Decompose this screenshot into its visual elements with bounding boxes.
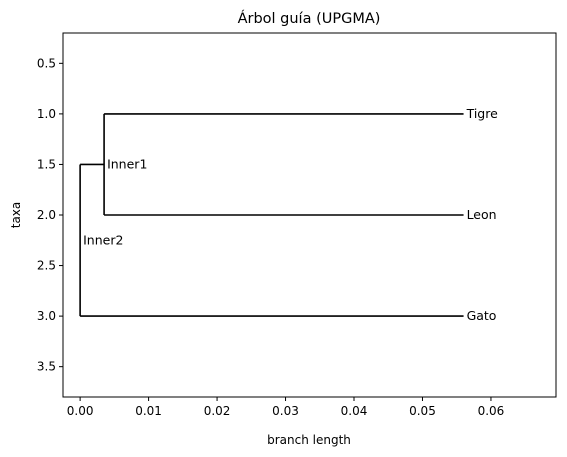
x-tick-label: 0.02 — [204, 404, 231, 418]
x-tick-label: 0.03 — [272, 404, 299, 418]
plot-area: Inner2 Inner1 Tigre Leon Gato — [62, 32, 557, 398]
y-axis-label: taxa — [9, 202, 23, 229]
node-label-inner2: Inner2 — [83, 232, 123, 247]
x-tick-label: 0.06 — [478, 404, 505, 418]
x-tick-label: 0.01 — [135, 404, 162, 418]
y-tick-label: 0.5 — [37, 56, 56, 70]
node-labels: Inner2 Inner1 Tigre Leon Gato — [83, 106, 498, 323]
node-label-inner1: Inner1 — [107, 156, 147, 171]
chart-title: Árbol guía (UPGMA) — [238, 10, 381, 27]
y-tick-label: 2.5 — [37, 259, 56, 273]
y-tick-label: 1.5 — [37, 157, 56, 171]
node-label-gato: Gato — [467, 308, 497, 323]
y-tick-label: 2.0 — [37, 208, 56, 222]
node-label-leon: Leon — [467, 207, 497, 222]
branches — [79, 113, 464, 317]
x-tick-label: 0.00 — [67, 404, 94, 418]
x-axis-label: branch length — [267, 433, 351, 447]
x-tick-label: 0.05 — [409, 404, 436, 418]
x-axis: 0.00 0.01 0.02 0.03 0.04 0.05 0.06 — [67, 397, 505, 418]
node-label-tigre: Tigre — [466, 106, 499, 121]
y-tick-label: 3.0 — [37, 309, 56, 323]
x-tick-label: 0.04 — [341, 404, 368, 418]
y-tick-label: 3.5 — [37, 360, 56, 374]
y-axis: 0.5 1.0 1.5 2.0 2.5 3.0 3.5 — [37, 56, 63, 374]
y-tick-label: 1.0 — [37, 107, 56, 121]
